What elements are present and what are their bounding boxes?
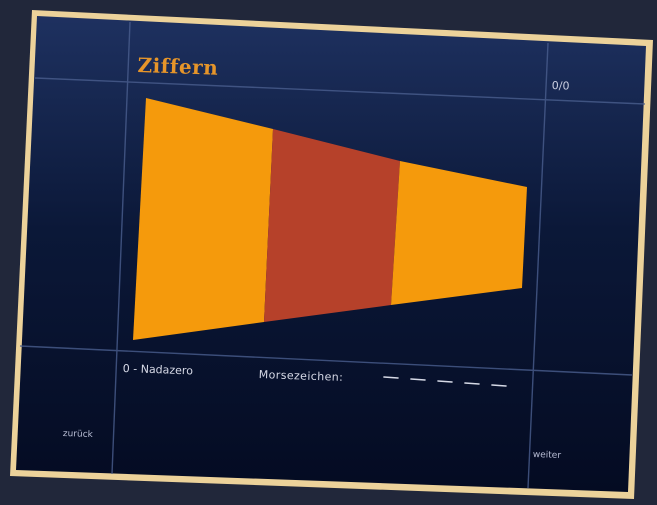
page-counter: 0/0 <box>551 79 570 93</box>
grid-line-left <box>111 21 131 475</box>
morse-dash <box>383 376 399 379</box>
flag-stripe-right <box>391 161 527 305</box>
morse-dash <box>410 378 426 381</box>
flag-stripe-left <box>133 98 273 340</box>
flag-stripe-middle <box>264 129 400 322</box>
morse-dash <box>464 382 480 385</box>
morse-code <box>383 376 507 387</box>
morse-dash <box>437 380 453 383</box>
flag-caption: 0 - Nadazero <box>122 362 194 378</box>
page-title: Ziffern <box>137 53 219 80</box>
grid-line-top <box>34 77 646 105</box>
next-button[interactable]: weiter <box>532 450 562 461</box>
back-button[interactable]: zurück <box>62 429 93 441</box>
flag-pennant <box>133 98 527 340</box>
grid-line-right <box>527 42 549 489</box>
grid-lines <box>19 21 646 489</box>
grid-line-bottom <box>19 345 633 376</box>
morse-dash <box>491 384 507 387</box>
